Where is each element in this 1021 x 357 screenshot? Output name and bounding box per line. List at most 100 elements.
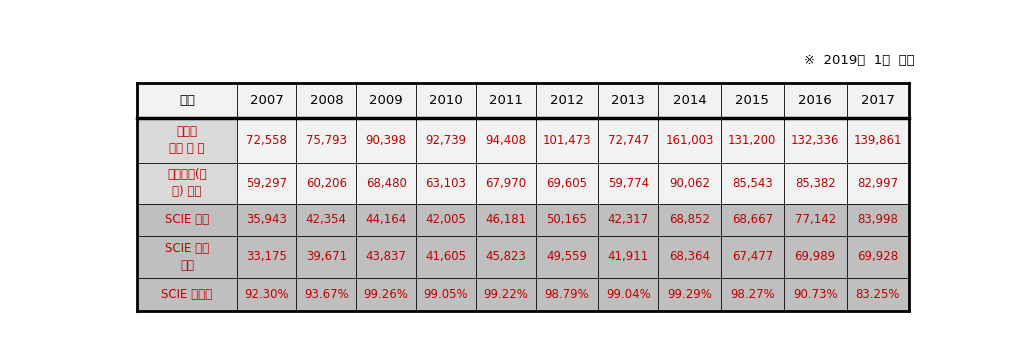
Text: 90,398: 90,398 <box>366 134 406 147</box>
Text: 33,175: 33,175 <box>246 250 287 263</box>
Bar <box>137 162 237 203</box>
Bar <box>416 203 476 236</box>
Text: SCIE 연계
건수: SCIE 연계 건수 <box>164 242 209 272</box>
Text: 50,165: 50,165 <box>546 213 587 226</box>
Text: 69,928: 69,928 <box>858 250 898 263</box>
Text: ※  2019년  1월  기준: ※ 2019년 1월 기준 <box>805 54 915 67</box>
Bar <box>137 83 237 118</box>
Bar <box>416 83 476 118</box>
Text: 2007: 2007 <box>250 94 284 107</box>
Bar <box>598 162 659 203</box>
Text: 41,911: 41,911 <box>607 250 649 263</box>
Text: 92,739: 92,739 <box>426 134 467 147</box>
Text: 59,297: 59,297 <box>246 177 287 190</box>
Bar <box>536 236 598 278</box>
Text: 2010: 2010 <box>429 94 463 107</box>
Text: 101,473: 101,473 <box>543 134 591 147</box>
Bar <box>536 203 598 236</box>
Bar <box>416 118 476 162</box>
Text: 69,605: 69,605 <box>546 177 587 190</box>
Text: 72,558: 72,558 <box>246 134 287 147</box>
Bar <box>356 278 416 311</box>
Bar <box>846 203 910 236</box>
Text: 2008: 2008 <box>309 94 343 107</box>
Bar <box>356 162 416 203</box>
Text: 45,823: 45,823 <box>485 250 526 263</box>
Text: 161,003: 161,003 <box>666 134 714 147</box>
Bar <box>846 278 910 311</box>
Text: 2016: 2016 <box>798 94 832 107</box>
Text: 68,480: 68,480 <box>366 177 406 190</box>
Bar <box>659 118 721 162</box>
Text: 69,989: 69,989 <box>794 250 836 263</box>
Bar <box>598 203 659 236</box>
Text: 90.73%: 90.73% <box>793 288 837 301</box>
Bar <box>416 278 476 311</box>
Bar <box>659 162 721 203</box>
Text: 83.25%: 83.25% <box>856 288 901 301</box>
Text: 42,317: 42,317 <box>607 213 648 226</box>
Text: 77,142: 77,142 <box>794 213 836 226</box>
Text: 82,997: 82,997 <box>858 177 898 190</box>
Text: 41,605: 41,605 <box>426 250 467 263</box>
Bar <box>237 236 296 278</box>
Bar <box>476 83 536 118</box>
Bar <box>536 118 598 162</box>
Bar <box>536 83 598 118</box>
Bar <box>476 278 536 311</box>
Bar <box>721 203 784 236</box>
Bar <box>784 118 846 162</box>
Bar <box>721 83 784 118</box>
Bar <box>237 118 296 162</box>
Text: 83,998: 83,998 <box>858 213 898 226</box>
Text: 90,062: 90,062 <box>669 177 710 190</box>
Bar <box>296 118 356 162</box>
Text: 68,364: 68,364 <box>669 250 710 263</box>
Bar <box>296 278 356 311</box>
Text: 2009: 2009 <box>370 94 403 107</box>
Bar <box>846 236 910 278</box>
Bar <box>598 236 659 278</box>
Bar <box>846 118 910 162</box>
Bar <box>536 278 598 311</box>
Bar <box>598 278 659 311</box>
Text: SCIE 건수: SCIE 건수 <box>164 213 209 226</box>
Text: 39,671: 39,671 <box>306 250 347 263</box>
Bar <box>784 278 846 311</box>
Bar <box>237 203 296 236</box>
Bar <box>476 162 536 203</box>
Bar <box>659 236 721 278</box>
Text: 139,861: 139,861 <box>854 134 903 147</box>
Text: 99.22%: 99.22% <box>483 288 528 301</box>
Text: 75,793: 75,793 <box>306 134 347 147</box>
Text: 99.04%: 99.04% <box>605 288 650 301</box>
Bar <box>598 118 659 162</box>
Text: 2014: 2014 <box>673 94 707 107</box>
Bar <box>356 236 416 278</box>
Text: 2017: 2017 <box>861 94 895 107</box>
Text: 99.26%: 99.26% <box>363 288 408 301</box>
Text: 43,837: 43,837 <box>366 250 406 263</box>
Bar <box>237 162 296 203</box>
Text: 60,206: 60,206 <box>306 177 347 190</box>
Text: 92.30%: 92.30% <box>244 288 289 301</box>
Bar <box>237 278 296 311</box>
Bar <box>784 236 846 278</box>
Text: 63,103: 63,103 <box>426 177 467 190</box>
Bar <box>137 278 237 311</box>
Text: 42,354: 42,354 <box>306 213 347 226</box>
Bar <box>296 203 356 236</box>
Bar <box>137 236 237 278</box>
Text: 98.27%: 98.27% <box>730 288 775 301</box>
Text: 68,667: 68,667 <box>732 213 773 226</box>
Text: 72,747: 72,747 <box>607 134 649 147</box>
Bar <box>659 203 721 236</box>
Text: 98.79%: 98.79% <box>544 288 589 301</box>
Bar <box>476 118 536 162</box>
Text: 2015: 2015 <box>735 94 769 107</box>
Bar <box>721 278 784 311</box>
Bar <box>598 83 659 118</box>
Bar <box>659 83 721 118</box>
Text: 성과물
전체 건 수: 성과물 전체 건 수 <box>169 125 204 155</box>
Bar <box>846 162 910 203</box>
